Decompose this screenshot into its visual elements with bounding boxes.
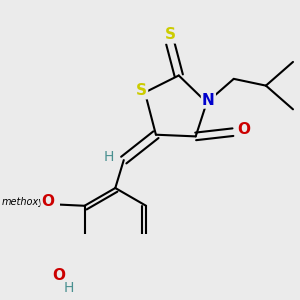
Text: S: S (165, 27, 176, 42)
Text: H: H (64, 281, 74, 295)
Text: O: O (237, 122, 250, 137)
Text: H: H (103, 150, 114, 164)
Text: S: S (136, 83, 147, 98)
Text: O: O (42, 194, 55, 209)
Text: O: O (52, 268, 66, 283)
Text: methoxy: methoxy (2, 197, 45, 207)
Text: N: N (202, 92, 215, 107)
